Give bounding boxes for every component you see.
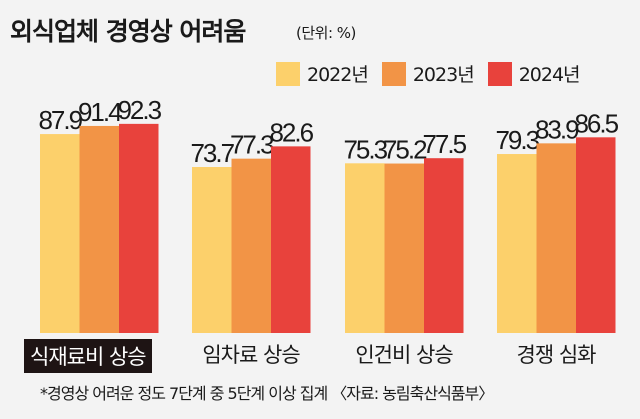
value-label-1-0: 73.7 (190, 138, 234, 168)
legend-item-2023: 2023년 (381, 60, 475, 87)
category-label-3: 경쟁 심화 (516, 343, 597, 367)
value-label-3-1: 83.9 (535, 114, 579, 144)
value-label-3-0: 79.3 (495, 125, 539, 155)
bar-0-2 (119, 123, 159, 333)
value-label-0-2: 92.3 (117, 95, 161, 125)
legend-item-2024: 2024년 (487, 60, 581, 87)
value-label-1-1: 77.3 (230, 130, 274, 160)
legend-label-2023: 2023년 (412, 64, 475, 86)
value-label-3-2: 86.5 (574, 108, 618, 138)
legend: 2022년 2023년 2024년 (276, 60, 594, 87)
bar-3-2 (576, 137, 616, 333)
bar-1-1 (231, 158, 271, 333)
footnote: *경영상 어려운 정도 7단계 중 5단계 이상 집계 〈자료: 농림축산식품부… (40, 384, 494, 403)
value-label-0-1: 91.4 (78, 97, 122, 127)
value-label-2-0: 75.3 (343, 134, 387, 164)
bar-1-2 (271, 146, 311, 333)
bar-0-0 (40, 134, 80, 333)
legend-swatch-2022 (276, 61, 300, 86)
legend-label-2022: 2022년 (307, 64, 369, 86)
chart-title: 외식업체 경영상 어려움 (10, 17, 246, 46)
bar-2-2 (424, 158, 464, 333)
bar-3-1 (536, 143, 576, 333)
legend-swatch-2024 (487, 61, 512, 86)
legend-swatch-2023 (381, 61, 406, 86)
value-label-2-1: 75.2 (383, 135, 427, 165)
bar-2-0 (345, 163, 385, 333)
value-label-2-2: 77.5 (422, 129, 466, 159)
value-label-0-0: 87.9 (38, 105, 82, 135)
bar-2-1 (384, 163, 424, 333)
legend-label-2024: 2024년 (518, 64, 581, 86)
value-label-1-2: 82.6 (269, 117, 313, 147)
unit-label: (단위: %) (296, 24, 356, 42)
bar-3-0 (497, 154, 537, 333)
bar-1-0 (192, 167, 232, 333)
category-label-0: 식재료비 상승 (24, 339, 152, 373)
legend-item-2022: 2022년 (276, 60, 369, 87)
category-label-1: 임차료 상승 (202, 343, 300, 367)
category-label-2: 인건비 상승 (355, 343, 453, 367)
bar-0-1 (79, 125, 119, 334)
